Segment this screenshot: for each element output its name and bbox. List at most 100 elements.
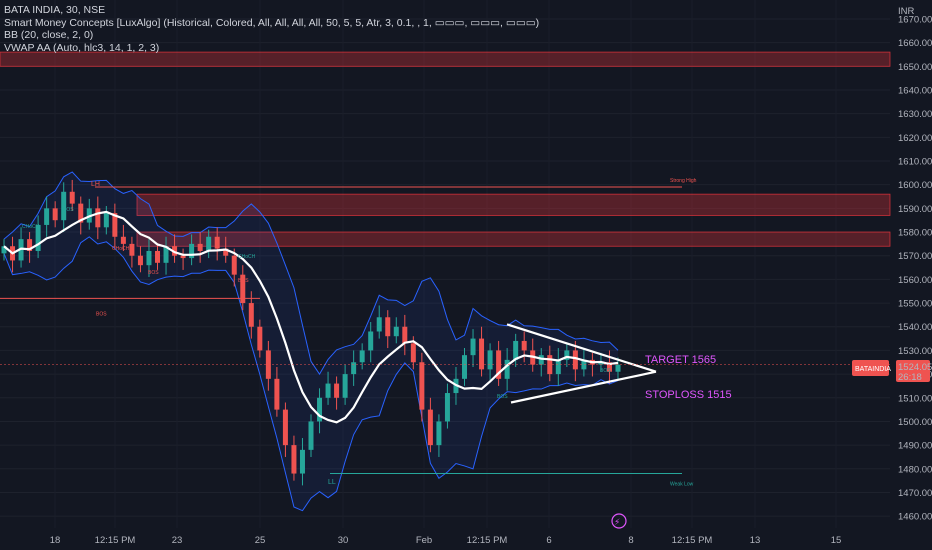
candle-body [334, 383, 340, 398]
candle-body [359, 350, 365, 363]
candle-body [615, 364, 621, 372]
candle-body [598, 362, 604, 365]
target-annotation: TARGET 1565 [645, 354, 716, 366]
bb-indicator-label[interactable]: BB (20, close, 2, 0) [4, 29, 94, 41]
candle-body [189, 243, 195, 259]
price-tick: 1610.00 [898, 157, 932, 168]
candle-body [342, 374, 348, 398]
candle-body [163, 246, 169, 263]
candle-body [282, 409, 288, 446]
candle-body [257, 326, 263, 351]
chart-legend: BATA INDIA, 30, NSE Smart Money Concepts… [4, 4, 539, 54]
candle-body [470, 338, 476, 356]
structure-label: BOS [148, 270, 159, 276]
ticker-label: BATAINDIA [855, 366, 891, 373]
price-tick: 1500.00 [898, 417, 932, 428]
price-tick: 1600.00 [898, 180, 932, 191]
candle-body [351, 362, 357, 375]
smc-indicator-label[interactable]: Smart Money Concepts [LuxAlgo] (Historic… [4, 16, 540, 29]
price-tick: 1560.00 [898, 275, 932, 286]
price-tick: 1650.00 [898, 62, 932, 73]
candle-body [69, 191, 75, 204]
symbol-title[interactable]: BATA INDIA, 30, NSE [4, 4, 106, 16]
candle-body [291, 445, 297, 474]
candle-body [487, 350, 493, 370]
time-tick: 23 [172, 535, 183, 546]
price-tick: 1510.00 [898, 393, 932, 404]
candle-body [538, 355, 544, 365]
triangle-pattern [506, 323, 657, 404]
candle-body [155, 250, 160, 263]
time-tick: 18 [50, 535, 61, 546]
price-tick: 1580.00 [898, 228, 932, 239]
triangle-upper-line [506, 323, 657, 373]
candle-body [1, 246, 7, 254]
candle-body [521, 340, 527, 351]
level-label: BOS [96, 311, 107, 317]
lightning-icon[interactable] [611, 513, 627, 529]
supply-zones [0, 51, 891, 247]
time-tick: 12:15 PM [95, 535, 136, 546]
candle-body [393, 326, 399, 337]
candle-body [27, 239, 33, 251]
candle-body [137, 255, 143, 266]
structure-label: BOS [63, 207, 74, 213]
bb-lower [3, 236, 619, 512]
candle-body [555, 359, 561, 375]
lightning-glyph: ⚡ [614, 517, 620, 527]
candle-body [223, 248, 229, 256]
structure-label: CHoCH [112, 246, 130, 252]
candle-body [299, 449, 305, 474]
structure-label: BOS [238, 278, 249, 284]
price-tick: 1640.00 [898, 85, 932, 96]
price-tick: 1540.00 [898, 322, 932, 333]
bb-upper [3, 171, 619, 376]
candle-body [462, 355, 467, 379]
candle-body [402, 326, 408, 344]
candle-body [95, 208, 101, 228]
time-tick: 25 [255, 535, 266, 546]
price-tick: 1550.00 [898, 299, 932, 310]
candle-body [325, 383, 331, 398]
price-axis: 1460.00 1470.00 1480.00 1490.00 1500.00 1510.… [898, 14, 932, 522]
candle-body [419, 362, 425, 410]
price-tag: BATAINDIA 1524.05 26:18 [852, 360, 932, 383]
candle-body [197, 243, 203, 251]
candle-body [606, 362, 612, 372]
time-tick: 6 [546, 535, 551, 546]
smc-labels: LH LL BOS CHoCH CHoCH BOS CHoCH BOS BOS BOS [0, 181, 890, 486]
candle-body [317, 397, 323, 422]
candle-body [214, 236, 220, 249]
candle-body [35, 224, 41, 251]
price-tick: 1470.00 [898, 488, 932, 499]
vwap-path [3, 210, 619, 424]
level-label: Strong High [670, 178, 697, 184]
vwap-indicator-label[interactable]: VWAP AA (Auto, hlc3, 14, 1, 2, 3) [4, 41, 160, 54]
candle-body [146, 250, 152, 266]
candle-body [564, 350, 570, 360]
price-tick: 1590.00 [898, 204, 932, 215]
time-tick: Feb [416, 535, 432, 546]
candle-body [274, 378, 280, 410]
candle-body [444, 393, 450, 422]
candle-body [308, 421, 314, 450]
price-tick: 1530.00 [898, 346, 932, 357]
candle-body [112, 213, 118, 237]
candle-body [376, 317, 382, 332]
time-tick: 12:15 PM [467, 535, 508, 546]
price-tick: 1620.00 [898, 133, 932, 144]
time-tick: 12:15 PM [672, 535, 713, 546]
candle-body [572, 350, 578, 370]
candle-body [61, 191, 67, 221]
candle-body [180, 255, 186, 259]
supply-zone [136, 231, 891, 247]
price-tick: 1670.00 [898, 14, 932, 25]
time-tick: 30 [338, 535, 349, 546]
price-tick: 1660.00 [898, 38, 932, 49]
candle-body [436, 421, 442, 446]
structure-label: CHoCH [238, 254, 256, 260]
candle-body [496, 350, 502, 379]
time-tick: 13 [750, 535, 761, 546]
candle-body [44, 208, 50, 225]
